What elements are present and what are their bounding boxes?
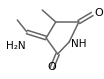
Text: O: O — [94, 8, 103, 18]
Text: O: O — [48, 62, 56, 72]
Text: NH: NH — [71, 39, 87, 49]
Text: H₂N: H₂N — [6, 41, 25, 51]
